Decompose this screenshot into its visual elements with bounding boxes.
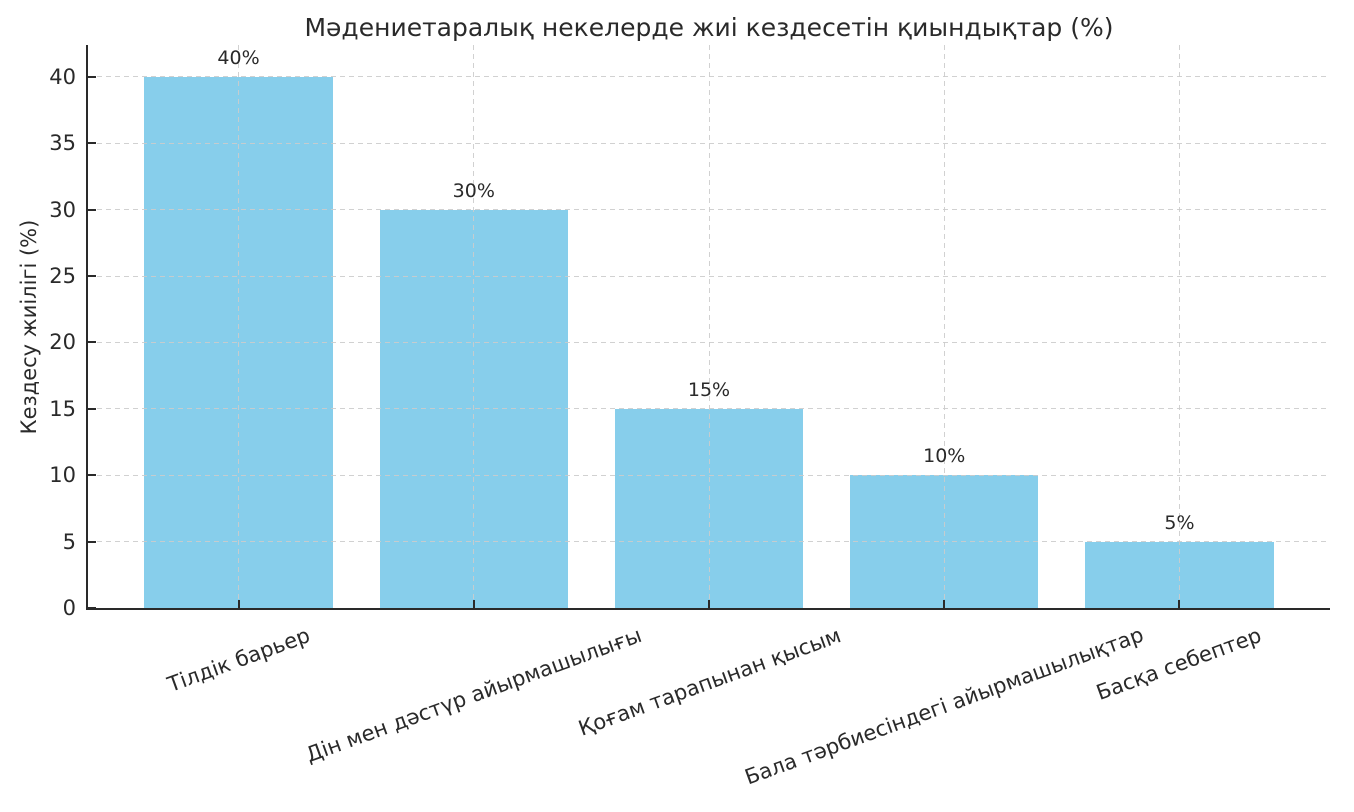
x-tick xyxy=(1178,600,1181,608)
v-gridline xyxy=(473,45,475,608)
y-tick-label: 35 xyxy=(49,131,76,156)
v-gridline xyxy=(1178,45,1180,608)
v-gridline xyxy=(943,45,945,608)
y-axis-spine xyxy=(86,45,88,610)
y-tick-label: 10 xyxy=(49,463,76,488)
y-tick xyxy=(88,407,96,410)
bar-value-label: 5% xyxy=(1164,511,1195,534)
y-tick xyxy=(88,275,96,278)
y-tick-label: 40 xyxy=(49,64,76,89)
y-tick xyxy=(88,75,96,78)
y-tick xyxy=(88,607,96,609)
v-gridline xyxy=(708,45,710,608)
bar-value-label: 40% xyxy=(217,46,260,69)
y-tick xyxy=(88,142,96,145)
bar-value-label: 30% xyxy=(452,179,495,202)
v-gridline xyxy=(238,45,240,608)
y-tick-label: 20 xyxy=(49,330,76,355)
x-tick-label: Тілдік барьер xyxy=(163,623,313,697)
x-tick xyxy=(943,600,946,608)
x-tick xyxy=(472,600,475,608)
bar-value-label: 10% xyxy=(923,445,966,468)
x-axis-spine xyxy=(86,608,1330,610)
x-tick xyxy=(237,600,240,608)
y-tick-label: 30 xyxy=(49,197,76,222)
y-tick xyxy=(88,540,96,543)
x-tick-label: Дін мен дәстүр айырмашылығы xyxy=(302,622,646,767)
y-tick-label: 25 xyxy=(49,264,76,289)
y-tick-label: 0 xyxy=(62,596,76,620)
y-axis-label: Кездесу жиілігі (%) xyxy=(17,219,41,435)
x-tick xyxy=(708,600,710,608)
y-tick xyxy=(88,341,96,344)
chart-title: Мәдениетаралық некелерде жиі кездесетін … xyxy=(304,13,1114,42)
y-tick xyxy=(88,208,96,211)
y-tick-label: 5 xyxy=(62,529,76,554)
y-tick xyxy=(88,474,96,477)
y-tick-label: 15 xyxy=(49,396,76,421)
bar-value-label: 15% xyxy=(687,378,731,401)
